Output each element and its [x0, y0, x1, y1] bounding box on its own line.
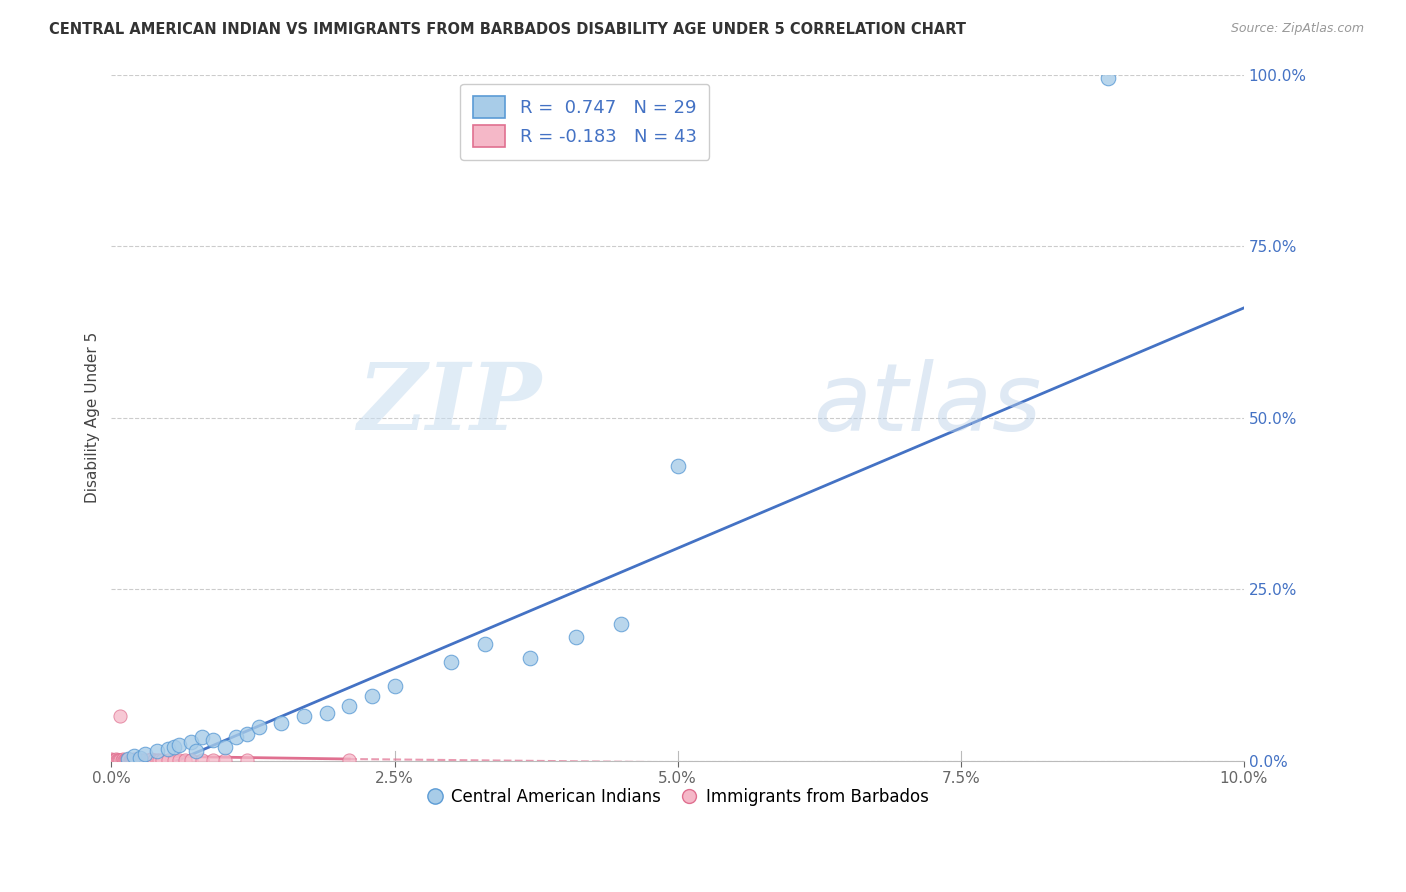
Point — [225, 730, 247, 744]
Point — [163, 740, 186, 755]
Point — [117, 752, 139, 766]
Point — [337, 699, 360, 714]
Point — [214, 740, 236, 755]
Point — [247, 720, 270, 734]
Y-axis label: Disability Age Under 5: Disability Age Under 5 — [86, 332, 100, 503]
Point — [337, 753, 360, 767]
Point — [122, 752, 145, 766]
Point — [110, 709, 132, 723]
Point — [169, 739, 191, 753]
Text: atlas: atlas — [814, 359, 1042, 450]
Point — [103, 753, 125, 767]
Point — [105, 753, 128, 767]
Text: Source: ZipAtlas.com: Source: ZipAtlas.com — [1230, 22, 1364, 36]
Point — [134, 747, 156, 762]
Point — [236, 753, 259, 767]
Point — [120, 753, 142, 767]
Point — [145, 744, 167, 758]
Point — [128, 750, 150, 764]
Point — [117, 752, 139, 766]
Point — [191, 730, 214, 744]
Point — [1097, 70, 1119, 85]
Point — [157, 741, 180, 756]
Point — [121, 753, 143, 767]
Point — [214, 753, 236, 767]
Point — [180, 735, 202, 749]
Point — [564, 631, 586, 645]
Point — [360, 689, 382, 703]
Point — [180, 753, 202, 767]
Point — [474, 637, 496, 651]
Point — [138, 753, 160, 767]
Point — [125, 753, 148, 767]
Point — [132, 753, 155, 767]
Point — [104, 753, 127, 767]
Point — [440, 655, 463, 669]
Point — [107, 753, 129, 767]
Legend: Central American Indians, Immigrants from Barbados: Central American Indians, Immigrants fro… — [418, 780, 938, 814]
Point — [145, 753, 167, 767]
Point — [115, 753, 138, 767]
Point — [174, 753, 197, 767]
Point — [169, 753, 191, 767]
Point — [186, 744, 208, 758]
Point — [519, 651, 541, 665]
Point — [191, 753, 214, 767]
Point — [134, 753, 156, 767]
Point — [122, 748, 145, 763]
Point — [122, 753, 145, 767]
Point — [163, 753, 186, 767]
Point — [110, 753, 132, 767]
Point — [202, 753, 225, 767]
Point — [114, 753, 136, 767]
Point — [143, 753, 166, 767]
Point — [148, 753, 170, 767]
Point — [292, 709, 315, 723]
Point — [112, 753, 135, 767]
Point — [139, 752, 162, 766]
Point — [610, 616, 633, 631]
Point — [270, 716, 292, 731]
Point — [111, 752, 134, 766]
Point — [100, 752, 122, 766]
Point — [100, 753, 122, 767]
Point — [108, 753, 131, 767]
Point — [100, 753, 122, 767]
Point — [150, 753, 173, 767]
Point — [202, 733, 225, 747]
Point — [128, 753, 150, 767]
Point — [104, 752, 127, 766]
Text: ZIP: ZIP — [357, 359, 541, 449]
Point — [315, 706, 337, 720]
Point — [384, 679, 406, 693]
Point — [666, 458, 689, 473]
Point — [157, 753, 180, 767]
Point — [236, 726, 259, 740]
Point — [117, 753, 139, 767]
Point — [118, 753, 141, 767]
Point — [101, 753, 124, 767]
Point — [110, 753, 132, 767]
Text: CENTRAL AMERICAN INDIAN VS IMMIGRANTS FROM BARBADOS DISABILITY AGE UNDER 5 CORRE: CENTRAL AMERICAN INDIAN VS IMMIGRANTS FR… — [49, 22, 966, 37]
